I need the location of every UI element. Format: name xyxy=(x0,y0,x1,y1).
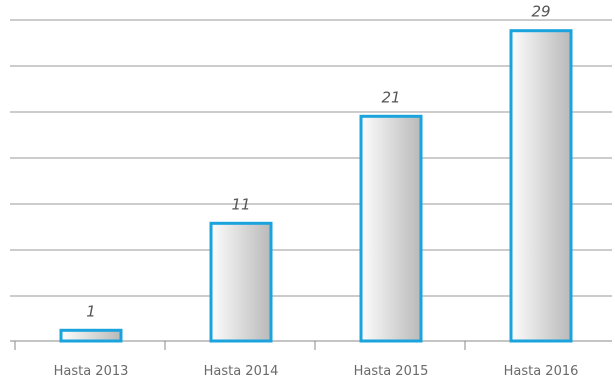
bar xyxy=(59,328,123,343)
gridlines xyxy=(10,19,612,297)
x-tick-labels: Hasta 2013 Hasta 2014 Hasta 2015 Hasta 2016 xyxy=(54,364,579,379)
bars xyxy=(59,29,573,343)
x-tick-label: Hasta 2014 xyxy=(204,364,279,379)
x-tick-label: Hasta 2015 xyxy=(354,364,429,379)
bar-value-label: 21 xyxy=(381,88,400,106)
x-tick-label: Hasta 2013 xyxy=(54,364,129,379)
x-tick-label: Hasta 2016 xyxy=(504,364,579,379)
bar xyxy=(509,29,573,343)
bar xyxy=(209,221,273,343)
bar-value-label: 29 xyxy=(531,3,550,21)
bar-value-label: 1 xyxy=(86,302,96,320)
bar xyxy=(359,114,423,343)
bar-value-label: 11 xyxy=(231,195,250,213)
